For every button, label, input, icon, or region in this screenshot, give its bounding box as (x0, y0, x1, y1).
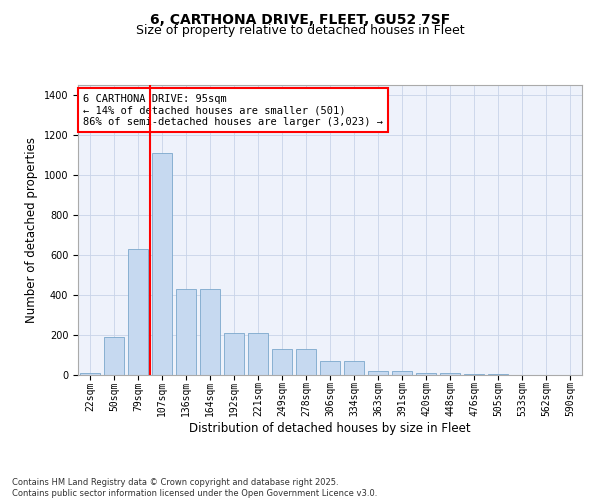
Bar (320, 361, 340, 375)
Bar (200, 289, 220, 375)
Bar (392, 371, 412, 375)
Y-axis label: Number of detached properties: Number of detached properties (25, 137, 38, 323)
Bar (176, 289, 196, 375)
Bar (344, 361, 364, 375)
Text: Contains HM Land Registry data © Crown copyright and database right 2025.
Contai: Contains HM Land Registry data © Crown c… (12, 478, 377, 498)
Bar (488, 374, 508, 375)
Text: 6, CARTHONA DRIVE, FLEET, GU52 7SF: 6, CARTHONA DRIVE, FLEET, GU52 7SF (150, 12, 450, 26)
Bar (464, 374, 484, 375)
Bar (152, 153, 172, 375)
Bar (416, 373, 436, 375)
X-axis label: Distribution of detached houses by size in Fleet: Distribution of detached houses by size … (189, 422, 471, 435)
Bar (248, 333, 268, 375)
Bar (296, 349, 316, 375)
Bar (128, 249, 148, 375)
Bar (368, 371, 388, 375)
Bar (224, 333, 244, 375)
Bar (440, 373, 460, 375)
Text: 6 CARTHONA DRIVE: 95sqm
← 14% of detached houses are smaller (501)
86% of semi-d: 6 CARTHONA DRIVE: 95sqm ← 14% of detache… (83, 94, 383, 127)
Bar (272, 349, 292, 375)
Text: Size of property relative to detached houses in Fleet: Size of property relative to detached ho… (136, 24, 464, 37)
Bar (104, 337, 124, 375)
Bar (80, 373, 100, 375)
